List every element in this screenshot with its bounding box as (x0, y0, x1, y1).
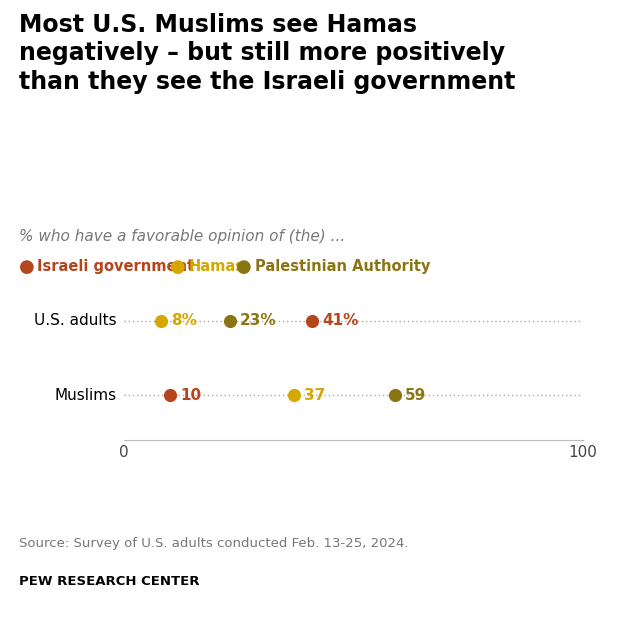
Text: Most U.S. Muslims see Hamas
negatively – but still more positively
than they see: Most U.S. Muslims see Hamas negatively –… (19, 13, 515, 94)
Text: 37: 37 (304, 387, 325, 403)
Text: ●: ● (19, 258, 34, 276)
Text: 23%: 23% (239, 313, 277, 328)
Text: Palestinian Authority: Palestinian Authority (255, 259, 430, 274)
Text: Source: Survey of U.S. adults conducted Feb. 13-25, 2024.: Source: Survey of U.S. adults conducted … (19, 537, 408, 550)
Text: U.S. adults: U.S. adults (35, 313, 117, 328)
Text: Muslims: Muslims (55, 387, 117, 403)
Point (390, 390, 400, 400)
Point (156, 316, 166, 326)
Point (307, 316, 317, 326)
Text: Hamas: Hamas (188, 259, 244, 274)
Point (165, 390, 175, 400)
Point (289, 390, 299, 400)
Text: ●: ● (236, 258, 252, 276)
Text: 8%: 8% (170, 313, 197, 328)
Text: % who have a favorable opinion of (the) ...: % who have a favorable opinion of (the) … (19, 229, 345, 244)
Text: ●: ● (170, 258, 185, 276)
Point (224, 316, 234, 326)
Text: 10: 10 (180, 387, 201, 403)
Text: 59: 59 (405, 387, 426, 403)
Text: PEW RESEARCH CENTER: PEW RESEARCH CENTER (19, 575, 199, 588)
Text: 41%: 41% (322, 313, 358, 328)
Text: Israeli government: Israeli government (37, 259, 194, 274)
